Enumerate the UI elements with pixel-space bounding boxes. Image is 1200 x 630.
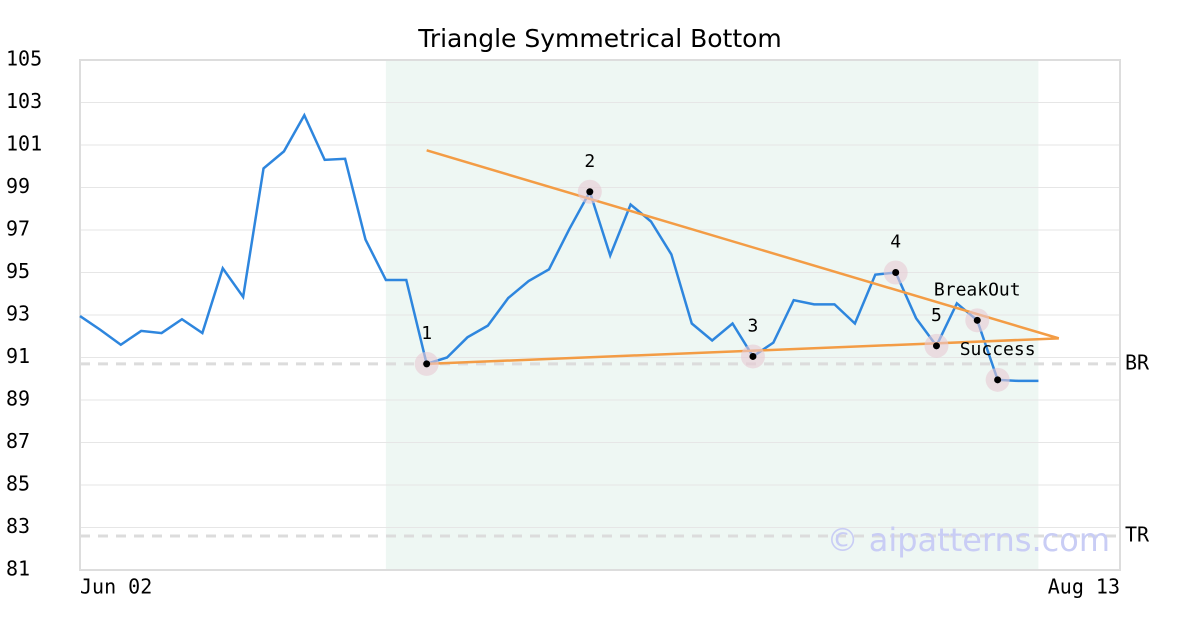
y-tick-label: 97 [6,217,30,241]
watermark: © aipatterns.com [827,521,1110,559]
reference-label: TR [1125,523,1150,547]
y-tick-label: 83 [6,514,30,538]
plot-frame [79,59,1121,571]
y-tick-label: 103 [6,89,42,113]
y-tick-label: 93 [6,302,30,326]
pattern-point [749,352,757,360]
pattern-point [586,188,594,196]
pattern-point [892,269,900,276]
y-tick-label: 81 [6,557,30,581]
pattern-point [932,342,940,350]
x-tick-label: Jun 02 [80,575,152,599]
y-tick-label: 105 [6,47,42,71]
x-tick-label: Aug 13 [1048,575,1120,599]
pattern-point [423,360,431,368]
pattern-label: 4 [890,232,901,253]
reference-label: BR [1125,350,1150,374]
y-tick-label: 87 [6,429,30,453]
trendline [426,149,1060,340]
y-tick-label: 95 [6,259,30,283]
y-tick-label: 91 [6,344,30,368]
y-tick-label: 89 [6,387,30,411]
chart-title: Triangle Symmetrical Bottom [417,24,782,53]
y-tick-label: 101 [6,132,42,156]
y-tick-label: 85 [6,472,30,496]
pattern-point [994,376,1002,384]
y-tick-label: 99 [6,174,30,198]
pattern-label: 1 [421,323,432,344]
pattern-point [973,316,981,324]
pattern-label: BreakOut [934,279,1021,300]
pattern-label: 2 [584,151,595,172]
price-line [79,112,1039,383]
pattern-label: 5 [931,305,942,326]
pattern-label: Success [960,339,1036,360]
pattern-label: 3 [748,315,759,336]
